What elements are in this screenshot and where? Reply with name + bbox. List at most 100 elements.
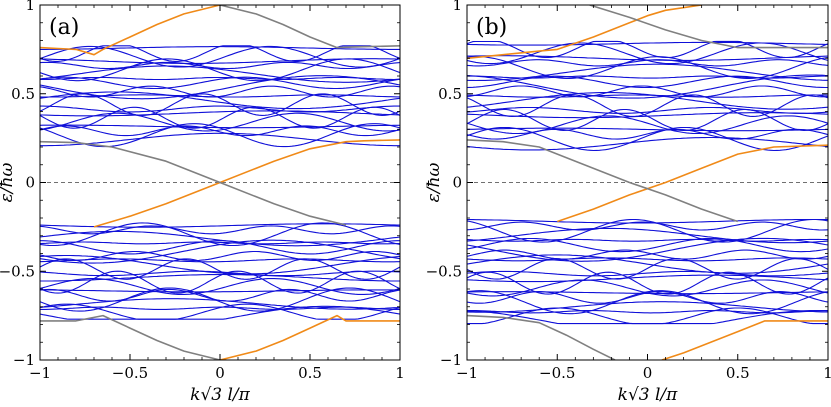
x-tick-label: −1 (29, 364, 51, 382)
bulk-band-line (40, 225, 400, 235)
bulk-band-line (40, 110, 400, 117)
bulk-band-line (40, 75, 400, 100)
x-tick-label: 1 (823, 364, 831, 382)
series-edge-gray-2 (467, 139, 739, 223)
bulk-band-line (40, 306, 400, 310)
plot-area (40, 5, 400, 360)
bulk-band-line (40, 258, 400, 280)
bulk-band-line (467, 310, 828, 314)
bulk-band-line (40, 58, 400, 64)
panel-label-bg (473, 11, 509, 41)
x-tick-label: 0 (643, 364, 653, 382)
bulk-band-line (467, 115, 828, 135)
y-tick-label: 0 (25, 174, 35, 192)
y-axis-label: ε/ħω (424, 163, 444, 203)
bulk-band-line (467, 301, 828, 313)
bulk-band-line (467, 258, 828, 280)
bulk-band-line (467, 218, 828, 224)
series-edge-gray-1 (219, 5, 400, 49)
y-tick-label: −1 (13, 351, 35, 369)
y-tick-label: −0.5 (0, 262, 35, 280)
bulk-band-line (40, 106, 400, 129)
series-edge-orange-3 (661, 320, 828, 360)
bulk-band-line (467, 112, 828, 119)
series-edge-gray-2 (40, 140, 347, 226)
bulk-band-line (40, 289, 400, 293)
bulk-band-line (40, 125, 400, 137)
bulk-band-line (467, 106, 828, 114)
bulk-band-line (467, 41, 828, 46)
panel-a: −1 −0.5 0 0.5 1 −1 −0.5 0 0.5 1 k√3 l/π ε/ħω (a) (0, 0, 405, 405)
bulk-band-line (467, 237, 828, 253)
panel-label: (a) (49, 15, 79, 40)
bulk-band-line (40, 250, 400, 262)
bulk-band-line (40, 288, 400, 302)
bulk-band-line (467, 40, 828, 59)
x-tick-label: −0.5 (539, 364, 575, 382)
bulk-band-line (467, 270, 828, 277)
bulk-band-line (467, 127, 828, 132)
bulk-band-line (467, 279, 828, 297)
series-edge-orange-2 (557, 144, 828, 223)
series-edge-orange-1 (467, 5, 702, 60)
panel-label-bg (46, 11, 82, 41)
bulk-band-line (40, 93, 400, 116)
x-tick-label: 0 (215, 364, 225, 382)
bulk-band-line (467, 274, 828, 283)
bulk-band-line (40, 61, 400, 70)
y-tick-label: 0.5 (11, 85, 35, 103)
bulk-band-line (40, 124, 400, 129)
bulk-band-line (467, 56, 828, 79)
x-tick-label: 0.5 (726, 364, 750, 382)
bulk-band-line (467, 249, 828, 260)
x-tick-label: −0.5 (112, 364, 148, 382)
plot-area (467, 5, 828, 360)
bulk-band-line (467, 75, 828, 89)
bulk-band-line (467, 85, 828, 98)
bulk-band-line (467, 128, 828, 140)
y-axis-label: ε/ħω (0, 163, 17, 203)
series-edge-orange-2 (93, 139, 400, 228)
x-axis-label: k√3 l/π (618, 385, 679, 405)
bulk-band-line (40, 287, 400, 312)
bulk-band-line (40, 258, 400, 263)
bulk-band-line (467, 75, 828, 79)
bulk-band-line (40, 112, 400, 132)
x-tick-label: −1 (456, 364, 478, 382)
bulk-band-line (467, 238, 828, 242)
bulk-band-line (40, 65, 400, 83)
bulk-band-line (40, 273, 400, 282)
bulk-band-line (40, 278, 400, 295)
x-tick-label: 1 (395, 364, 405, 382)
panel-label: (b) (476, 15, 507, 40)
bulk-band-line (467, 271, 828, 295)
bulk-band-line (467, 218, 828, 243)
bulk-band-line (40, 46, 400, 50)
bulk-band-line (467, 227, 828, 244)
bulk-band-line (40, 45, 400, 68)
bulk-band-line (467, 126, 828, 152)
bulk-band-line (40, 76, 400, 90)
bulk-band-line (467, 136, 828, 151)
y-tick-label: 0 (452, 174, 462, 192)
bulk-band-line (40, 132, 400, 147)
bulk-band-line (467, 94, 828, 117)
series-edge-gray-1 (589, 5, 828, 49)
bulk-band-line (467, 94, 828, 98)
series-edge-gray-3 (40, 314, 221, 360)
series-edge-gray-3 (467, 314, 616, 360)
bulk-band-line (40, 270, 400, 277)
bulk-band-line (467, 237, 828, 262)
y-tick-label: 1 (452, 0, 462, 14)
bulk-band-line (40, 91, 400, 110)
y-tick-label: 1 (25, 0, 35, 14)
bulk-band-line (467, 63, 828, 82)
series-edge-orange-3 (219, 314, 400, 360)
x-axis-label: k√3 l/π (190, 385, 251, 405)
y-tick-label: −1 (440, 351, 462, 369)
bulk-band-line (40, 241, 400, 245)
y-tick-label: −0.5 (426, 262, 462, 280)
bulk-band-line (467, 92, 828, 110)
bulk-band-line (467, 290, 828, 315)
